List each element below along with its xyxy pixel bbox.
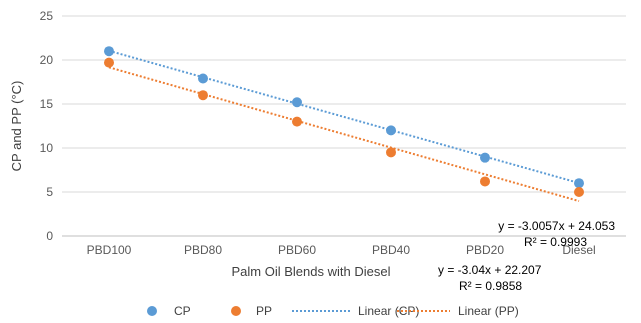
r2-cp: R² = 0.9993 bbox=[524, 235, 587, 249]
x-tick-label: PBD20 bbox=[466, 243, 504, 257]
y-tick-label: 5 bbox=[46, 185, 53, 199]
x-tick-label: PBD40 bbox=[372, 243, 410, 257]
x-tick-label: Diesel bbox=[562, 243, 595, 257]
data-points bbox=[104, 46, 584, 197]
y-tick-label: 10 bbox=[40, 141, 54, 155]
point-pp bbox=[292, 116, 302, 127]
point-cp bbox=[386, 125, 396, 136]
point-cp bbox=[198, 73, 208, 84]
equation-cp: y = -3.0057x + 24.053 bbox=[498, 219, 615, 233]
y-tick-label: 15 bbox=[40, 97, 54, 111]
legend-label-pp: PP bbox=[256, 304, 272, 318]
legend: CP PP Linear (CP) Linear (PP) bbox=[147, 304, 519, 318]
legend-label-cp: CP bbox=[174, 304, 191, 318]
y-tick-label: 0 bbox=[46, 229, 53, 243]
equation-pp: y = -3.04x + 22.207 bbox=[438, 263, 542, 277]
x-tick-label: PBD100 bbox=[87, 243, 132, 257]
y-axis-title: CP and PP (°C) bbox=[9, 81, 24, 172]
x-tick-label: PBD80 bbox=[184, 243, 222, 257]
y-tick-label: 25 bbox=[40, 9, 54, 23]
y-tick-label: 20 bbox=[40, 53, 54, 67]
r2-pp: R² = 0.9858 bbox=[459, 279, 522, 293]
point-cp bbox=[292, 97, 302, 108]
trendlines bbox=[108, 49, 580, 203]
point-pp bbox=[104, 57, 114, 68]
gridlines bbox=[62, 15, 626, 237]
point-pp bbox=[480, 176, 490, 187]
legend-label-linear-pp: Linear (PP) bbox=[458, 304, 519, 318]
x-axis-title: Palm Oil Blends with Diesel bbox=[232, 264, 391, 279]
trendline-pp bbox=[108, 66, 580, 203]
y-axis-ticks: 0 5 10 15 20 25 bbox=[40, 9, 54, 243]
point-cp bbox=[480, 152, 490, 163]
point-pp bbox=[198, 90, 208, 101]
point-pp bbox=[386, 147, 396, 158]
point-cp bbox=[574, 178, 584, 189]
x-tick-label: PBD60 bbox=[278, 243, 316, 257]
point-pp bbox=[574, 187, 584, 197]
legend-label-linear-cp: Linear (CP) bbox=[358, 304, 419, 318]
trendline-cp bbox=[108, 49, 580, 184]
point-cp bbox=[104, 46, 114, 57]
legend-marker-cp bbox=[147, 306, 157, 316]
x-axis-ticks: PBD100 PBD80 PBD60 PBD40 PBD20 Diesel bbox=[87, 243, 596, 257]
legend-marker-pp bbox=[231, 306, 241, 316]
